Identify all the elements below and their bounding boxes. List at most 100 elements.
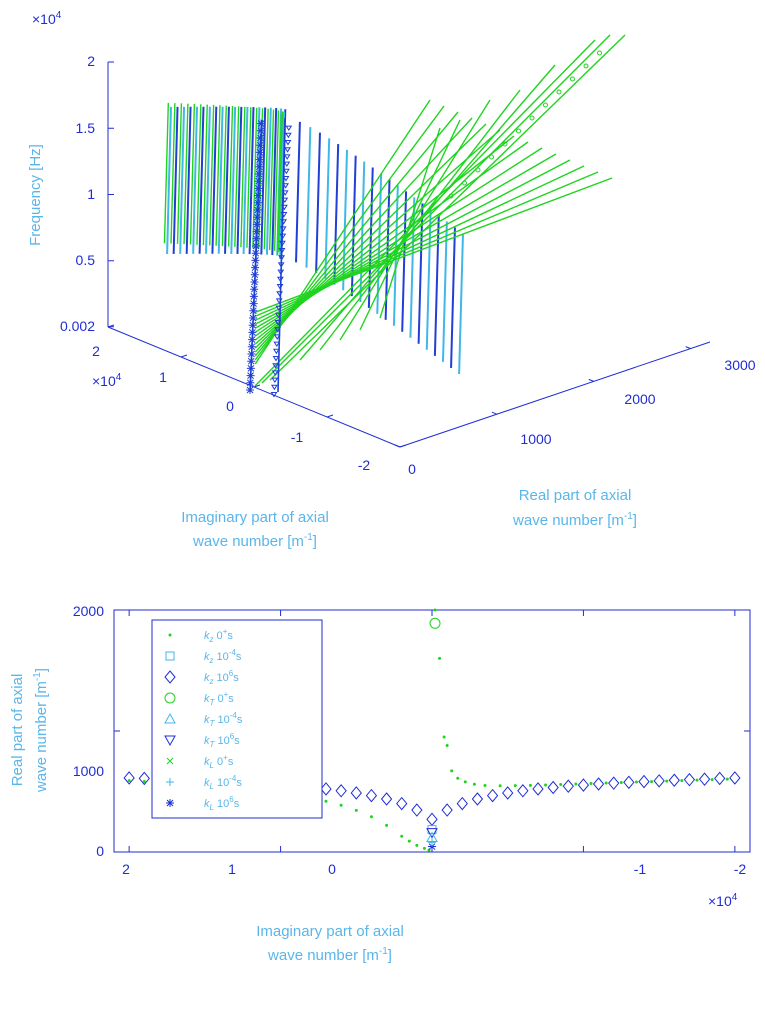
legend-label: kT 10-4s [204,711,243,728]
marker-triangle-up [164,712,176,724]
marker-dot [463,780,467,784]
bottom-y-axis-label-line2: wave number [m-1] [32,668,50,793]
z-tick-label: 1 [87,186,95,202]
marker-dot [400,834,404,838]
top-imag-axis-label-line2: wave number [m-1] [192,532,317,550]
marker-triangle-down [284,132,292,139]
marker-triangle-down [281,190,289,196]
marker-dot [445,744,449,748]
marker-circle [502,141,508,147]
kz-0s-line [196,104,202,245]
marker-diamond [532,782,544,796]
marker-dot [438,656,442,660]
imag-tick-label: 0 [226,398,234,414]
kz-0s-line [240,106,246,248]
legend-label: kL 0+s [204,753,234,770]
x-tick-label: -1 [634,861,647,877]
kt-0s-line [254,177,613,313]
legend-box [151,619,323,819]
marker-dot [725,777,729,781]
marker-star [428,842,436,851]
imag-tick [399,444,407,448]
kz-0s-line [263,108,269,250]
kz-frequency-line [248,107,255,255]
top-3d-chart: ×104 ×104 2 1.5 1 0.5 0.002 2 1 0 -1 -2 … [27,10,756,550]
marker-circle [475,167,481,173]
kt-0s-line [254,171,599,317]
marker-dot [559,782,563,786]
marker-diamond [138,771,150,786]
kt-6s-line [277,117,286,393]
imag-tick [326,414,334,418]
marker-dot [324,799,328,803]
marker-dot [619,781,623,785]
marker-diamond [683,772,696,787]
kz-frequency-line [324,138,331,279]
marker-diamond [426,812,438,827]
marker-circle [489,154,494,160]
marker-dot [604,781,608,785]
kz-frequency-line [409,197,416,338]
marker-triangle-down [272,363,280,369]
top-imag-axis-label-line1: Imaginary part of axial [181,509,329,526]
z-tick-label: 0.002 [60,318,95,334]
marker-dot [634,780,638,784]
marker-square [165,651,175,661]
kz-0s-line [170,103,176,244]
marker-dot [442,735,446,739]
marker-diamond [608,776,620,790]
marker-circle [597,50,602,56]
marker-circle [543,102,548,108]
marker-diamond [123,771,135,785]
marker-circle [556,89,562,95]
marker-triangle-down [426,828,438,839]
marker-triangle-down [282,176,290,182]
kz-frequency-line [295,121,301,263]
marker-diamond [623,775,635,790]
kz-0s-line [221,105,227,247]
kz-frequency-line [224,106,230,254]
kt-0s-line [254,135,515,341]
imag-tick-label: -2 [358,457,371,473]
kl-0s-line [319,89,521,351]
marker-dot [589,782,593,786]
marker-diamond [411,803,423,817]
kz-frequency-line [198,106,205,254]
marker-diamond [653,774,665,788]
marker-dot [422,846,426,850]
kz-frequency-line [265,107,272,255]
z-tick-label: 1.5 [76,120,96,136]
kz-frequency-line [376,173,383,314]
marker-dot [142,779,146,783]
kl-6s-line [249,119,263,393]
kl-0s-line [339,99,491,341]
kz-0s-line [278,111,284,252]
marker-triangle-down [282,168,290,175]
marker-triangle-down [272,348,280,355]
y-tick-label: 1000 [73,763,104,779]
y-tick-label: 2000 [73,603,104,619]
marker-diamond [547,780,559,795]
legend-label: kz 106s [204,669,239,686]
kz-frequency-line [205,106,211,254]
marker-dot [544,783,548,787]
marker-dot [369,815,373,819]
kz-0s-line [183,103,189,245]
x-tick-label: -2 [734,861,747,877]
real-tick-label: 1000 [520,431,551,447]
marker-dot [456,776,460,780]
marker-circle [448,193,454,199]
kz-frequency-line [217,106,224,254]
marker-dot [528,783,532,787]
kl-0s-line [299,64,556,361]
marker-diamond [668,773,680,788]
bottom-x-exponent: ×104 [708,892,738,909]
kz-0s-line [215,105,221,246]
kz-frequency-line [260,107,267,255]
marker-dot [680,779,684,783]
marker-dot [385,823,389,827]
frequency-axis-label: Frequency [Hz] [27,144,44,246]
real-tick [394,444,401,448]
marker-diamond [592,777,605,791]
kz-0s-line [209,104,215,246]
